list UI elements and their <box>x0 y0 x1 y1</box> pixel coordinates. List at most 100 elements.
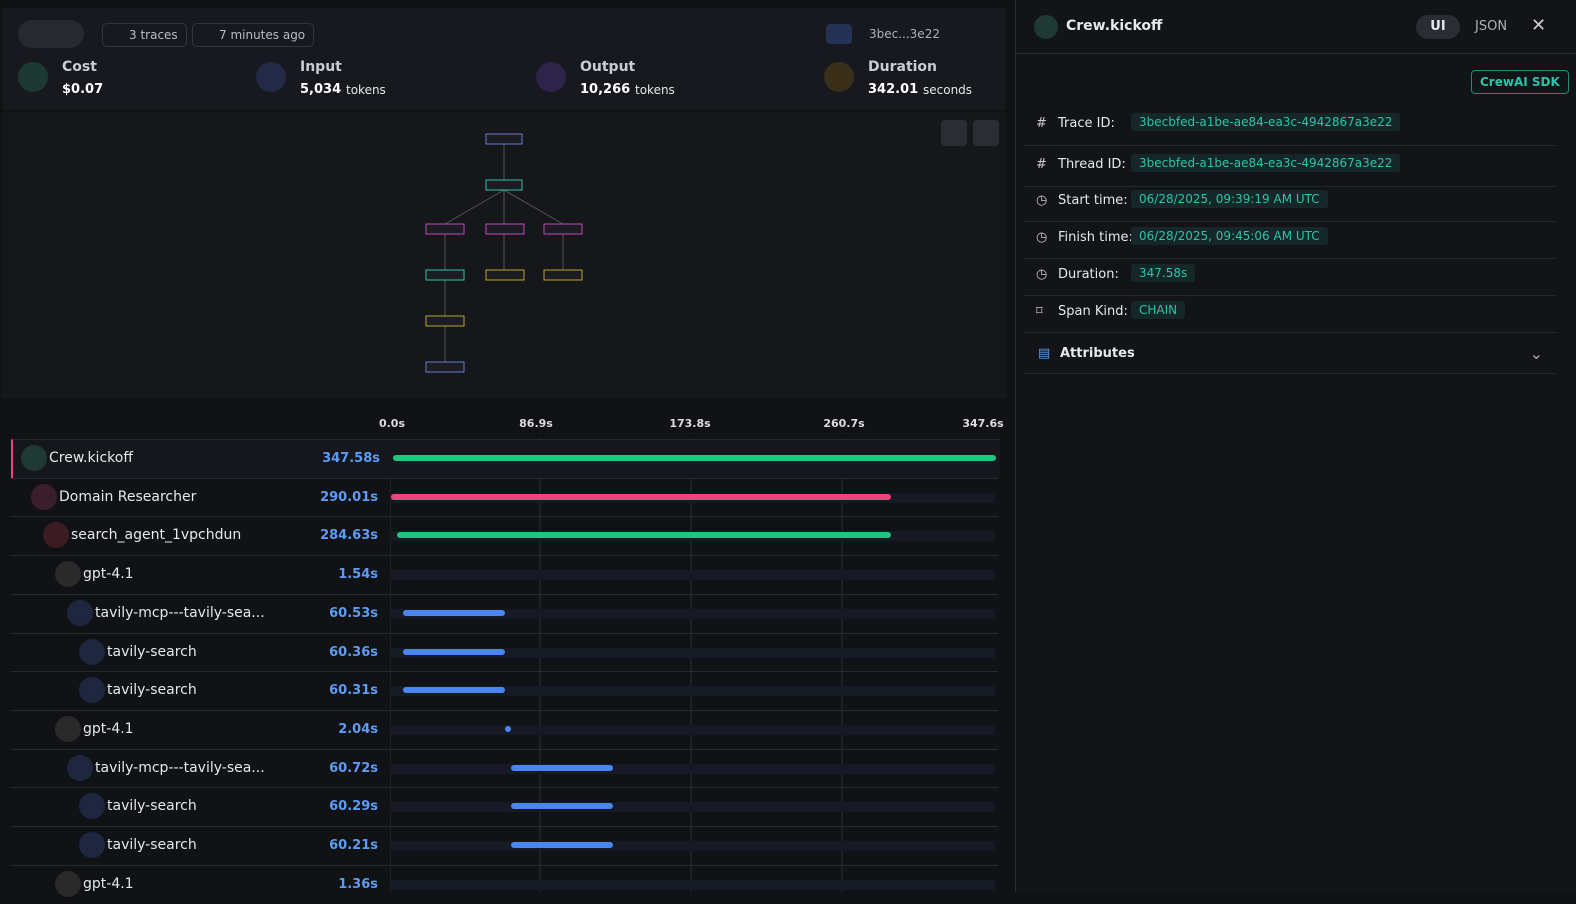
span-name: gpt-4.1 <box>83 566 134 582</box>
time-tick: 260.7s <box>823 417 864 430</box>
metric-value: 10,266 <box>580 82 630 97</box>
span-name: tavily-search <box>107 798 197 814</box>
span-name: Crew.kickoff <box>49 450 133 466</box>
span-name: tavily-search <box>107 644 197 660</box>
span-row[interactable]: gpt-4.1 1.54s <box>11 555 998 594</box>
detail-value: 06/28/2025, 09:45:06 AM UTC <box>1131 227 1328 245</box>
span-icon <box>31 484 57 510</box>
logo <box>18 20 84 48</box>
detail-value: 06/28/2025, 09:39:19 AM UTC <box>1131 190 1328 208</box>
detail-label: Finish time: <box>1058 230 1133 245</box>
metric-label: Duration <box>868 59 937 75</box>
time-tick: 0.0s <box>379 417 405 430</box>
span-duration: 1.36s <box>268 877 378 892</box>
span-icon <box>43 522 69 548</box>
metric-label: Output <box>580 59 635 75</box>
span-bar <box>403 687 505 693</box>
span-duration: 60.53s <box>268 606 378 621</box>
span-row[interactable]: tavily-search60.29s <box>11 787 998 826</box>
span-bar <box>403 649 505 655</box>
detail-row: ◷Start time:06/28/2025, 09:39:19 AM UTC <box>1024 184 1557 222</box>
span-duration: 60.72s <box>268 761 378 776</box>
span-duration: 284.63s <box>268 528 378 543</box>
detail-icon: ◷ <box>1036 230 1047 245</box>
metric-icon <box>256 62 286 92</box>
span-icon <box>67 755 93 781</box>
chart-button[interactable] <box>826 24 852 44</box>
span-icon <box>21 445 47 471</box>
bar-track <box>391 764 995 774</box>
span-duration: 347.58s <box>270 451 380 466</box>
metric-value: $0.07 <box>62 82 103 97</box>
panel-icon <box>1034 15 1058 39</box>
metric-icon <box>536 62 566 92</box>
metric-value: 5,034 <box>300 82 341 97</box>
detail-icon: ◷ <box>1036 267 1047 282</box>
bar-track <box>391 802 995 812</box>
detail-label: Span Kind: <box>1058 304 1128 319</box>
span-name: gpt-4.1 <box>83 721 134 737</box>
span-bar <box>505 726 511 732</box>
metric-label: Input <box>300 59 342 75</box>
time-tick: 86.9s <box>519 417 553 430</box>
span-bar <box>397 532 891 538</box>
close-button[interactable]: ✕ <box>1531 15 1546 36</box>
span-icon <box>55 561 81 587</box>
span-name: tavily-search <box>107 837 197 853</box>
span-row[interactable]: Domain Researcher290.01s <box>11 478 998 517</box>
time-tick: 347.6s <box>962 417 1003 430</box>
bar-track <box>391 725 995 735</box>
bar-track <box>391 841 995 851</box>
span-bar <box>393 455 996 461</box>
span-duration: 60.36s <box>268 645 378 660</box>
span-duration: 60.21s <box>268 838 378 853</box>
detail-value: CHAIN <box>1131 301 1185 319</box>
span-bar <box>391 494 891 500</box>
span-row[interactable]: gpt-4.11.36s <box>11 865 998 904</box>
attributes-row[interactable]: ▤Attributes⌄ <box>1024 334 1557 374</box>
span-name: tavily-mcp---tavily-sea... <box>95 760 265 776</box>
detail-label: Thread ID: <box>1058 157 1126 172</box>
span-duration: 1.54s <box>268 567 378 582</box>
trace-id-short[interactable]: 3bec...3e22 <box>869 27 940 41</box>
span-bar <box>511 842 613 848</box>
span-row[interactable]: search_agent_1vpchdun 284.63s <box>11 516 998 555</box>
time-pill: 7 minutes ago <box>192 23 314 47</box>
span-row[interactable]: gpt-4.12.04s <box>11 710 998 749</box>
detail-value: 3becbfed-a1be-ae84-ea3c-4942867a3e22 <box>1131 113 1400 131</box>
detail-label: Duration: <box>1058 267 1119 282</box>
traces-pill[interactable]: 3 traces <box>102 23 187 47</box>
span-bar <box>511 765 613 771</box>
span-bar <box>511 803 613 809</box>
detail-value: 3becbfed-a1be-ae84-ea3c-4942867a3e22 <box>1131 154 1400 172</box>
span-icon <box>79 639 105 665</box>
tab-ui[interactable]: UI <box>1416 15 1460 39</box>
sdk-badge: CrewAI SDK <box>1471 70 1569 94</box>
span-name: tavily-mcp---tavily-sea... <box>95 605 265 621</box>
attributes-label: Attributes <box>1060 346 1135 361</box>
metric-unit: seconds <box>923 83 972 97</box>
span-name: Domain Researcher <box>59 489 196 505</box>
metric-icon <box>18 62 48 92</box>
span-name: search_agent_1vpchdun <box>71 527 241 543</box>
metric-value: 342.01 <box>868 82 918 97</box>
span-name: tavily-search <box>107 682 197 698</box>
span-icon <box>55 716 81 742</box>
span-row[interactable]: Crew.kickoff 347.58s <box>11 439 1000 478</box>
graph-area <box>2 112 1006 398</box>
detail-icon: ⌑ <box>1036 304 1043 319</box>
detail-row: #Thread ID:3becbfed-a1be-ae84-ea3c-49428… <box>1024 146 1557 187</box>
detail-row: ◷Duration:347.58s <box>1024 258 1557 296</box>
span-row[interactable]: tavily-search60.31s <box>11 671 998 710</box>
detail-row: ◷ Finish time:06/28/2025, 09:45:06 AM UTC <box>1024 221 1557 259</box>
metric-unit: tokens <box>635 83 675 97</box>
span-row[interactable]: tavily-mcp---tavily-sea...60.72s <box>11 749 998 788</box>
span-row[interactable]: tavily-mcp---tavily-sea...60.53s <box>11 594 998 633</box>
span-bar <box>403 610 505 616</box>
span-row[interactable]: tavily-search 60.21s <box>11 826 998 865</box>
span-row[interactable]: tavily-search 60.36s <box>11 633 998 672</box>
tab-json[interactable]: JSON <box>1475 19 1507 34</box>
bar-track <box>391 880 995 890</box>
panel-title: Crew.kickoff <box>1066 18 1162 34</box>
